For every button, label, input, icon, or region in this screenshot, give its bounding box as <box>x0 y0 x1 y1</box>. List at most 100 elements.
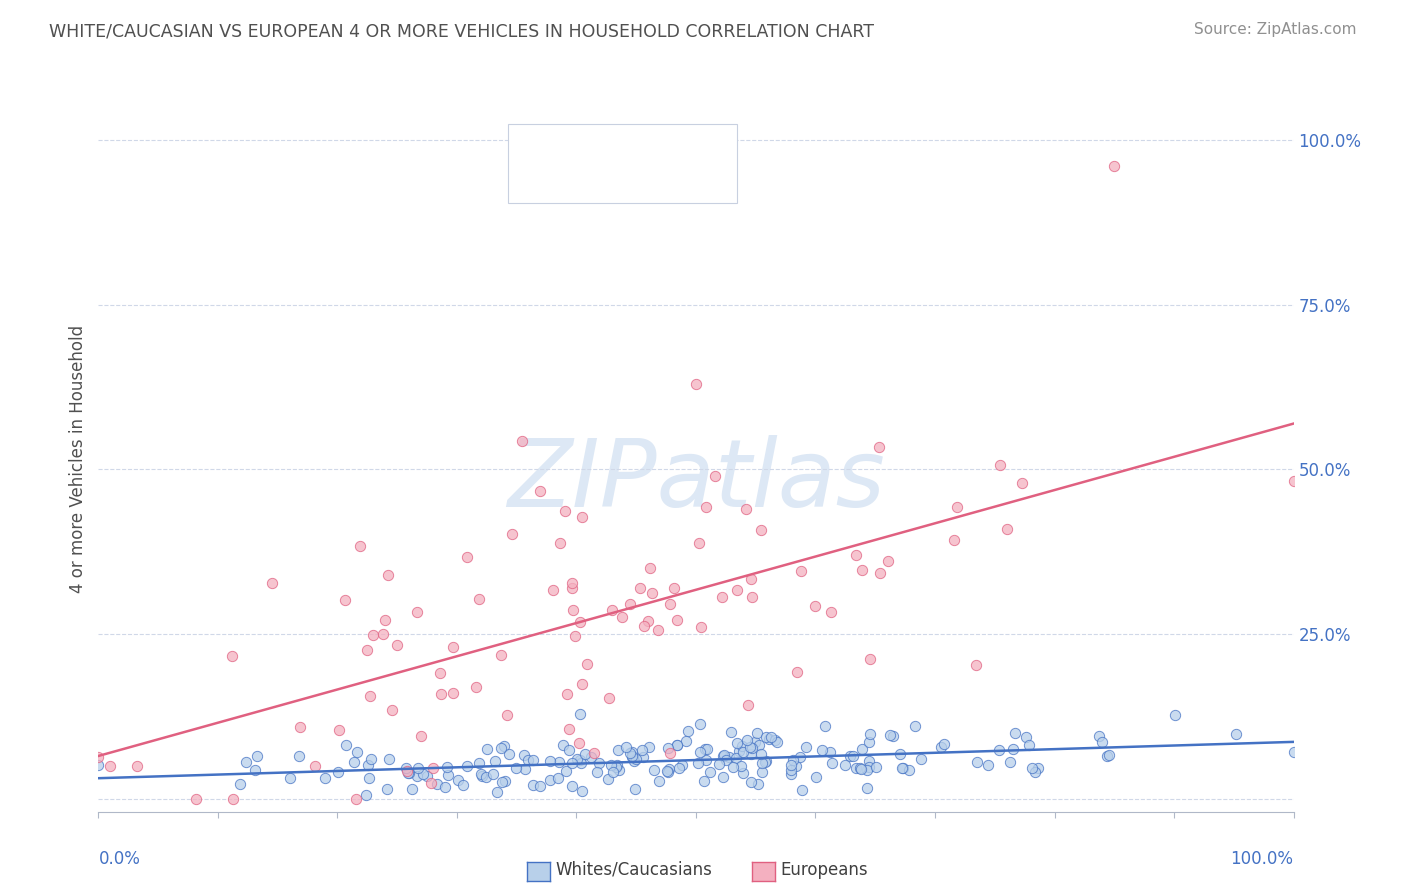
Point <box>910 752 932 766</box>
Point <box>740 740 762 755</box>
Point <box>733 766 755 780</box>
Point <box>491 775 513 789</box>
Text: 0.0%: 0.0% <box>98 850 141 869</box>
Point <box>755 754 778 768</box>
Point <box>482 766 505 780</box>
Point <box>688 756 710 771</box>
Point <box>512 747 534 762</box>
Point <box>411 729 433 743</box>
Point <box>898 763 921 777</box>
Point <box>357 771 380 785</box>
Point <box>842 749 865 764</box>
Point <box>755 731 778 745</box>
Point <box>470 769 492 783</box>
Point <box>790 564 813 578</box>
Point <box>529 779 551 793</box>
Point <box>628 582 651 596</box>
Point <box>360 752 382 766</box>
Point <box>505 761 527 775</box>
Point <box>605 760 627 774</box>
Point <box>468 591 491 606</box>
Point <box>245 763 267 777</box>
Point <box>657 764 679 779</box>
Point <box>869 566 891 580</box>
Point <box>699 765 721 780</box>
Point <box>456 550 478 565</box>
Point <box>688 535 710 549</box>
Point <box>707 757 730 772</box>
Point <box>998 756 1021 770</box>
Point <box>731 739 754 753</box>
Point <box>662 581 685 595</box>
Point <box>724 751 747 765</box>
Point <box>845 548 868 562</box>
Point <box>571 677 593 691</box>
Point <box>346 745 368 759</box>
Text: WHITE/CAUCASIAN VS EUROPEAN 4 OR MORE VEHICLES IN HOUSEHOLD CORRELATION CHART: WHITE/CAUCASIAN VS EUROPEAN 4 OR MORE VE… <box>49 22 875 40</box>
Point <box>396 766 419 780</box>
Point <box>333 593 356 607</box>
Point <box>751 756 773 770</box>
Point <box>510 434 533 448</box>
Point <box>671 758 693 772</box>
Point <box>665 738 688 752</box>
Point <box>624 751 647 765</box>
Point <box>717 749 740 764</box>
Point <box>561 576 583 591</box>
Point <box>485 785 508 799</box>
Point <box>576 657 599 671</box>
Point <box>456 759 478 773</box>
Point <box>501 527 523 541</box>
Point <box>529 484 551 499</box>
Point <box>621 748 644 763</box>
Point <box>522 778 544 792</box>
Point <box>598 690 620 705</box>
Point <box>398 766 420 780</box>
Point <box>637 614 659 628</box>
Point <box>631 750 654 764</box>
Point <box>588 756 610 771</box>
Point <box>758 731 780 746</box>
Point <box>492 739 515 753</box>
Point <box>614 739 637 754</box>
Point <box>1164 708 1187 723</box>
Point <box>422 761 444 775</box>
Point <box>747 726 769 740</box>
Point <box>790 782 813 797</box>
Point <box>495 707 517 722</box>
Point <box>804 770 827 784</box>
Point <box>326 764 349 779</box>
Point <box>1026 762 1049 776</box>
Point <box>513 762 536 776</box>
Point <box>804 599 827 613</box>
Point <box>820 605 842 619</box>
Point <box>548 755 571 769</box>
Point <box>695 753 717 767</box>
Point <box>1091 735 1114 749</box>
Point <box>868 440 890 454</box>
Point <box>498 747 520 761</box>
Point <box>574 747 596 761</box>
Point <box>690 620 713 634</box>
Point <box>596 772 619 786</box>
Point <box>720 725 742 739</box>
Point <box>564 629 586 643</box>
Point <box>374 613 396 627</box>
Point <box>314 771 336 785</box>
Point <box>675 734 697 748</box>
Point <box>845 761 868 775</box>
Point <box>1004 726 1026 740</box>
Point <box>221 648 243 663</box>
Point <box>657 764 679 778</box>
Point <box>568 615 591 629</box>
Point <box>748 738 770 752</box>
Point <box>849 762 872 776</box>
Point <box>965 657 987 672</box>
Point <box>659 598 682 612</box>
Point <box>377 568 399 582</box>
Point <box>567 752 589 766</box>
Point <box>344 791 367 805</box>
Point <box>436 760 458 774</box>
Point <box>287 749 309 764</box>
Point <box>858 734 880 748</box>
